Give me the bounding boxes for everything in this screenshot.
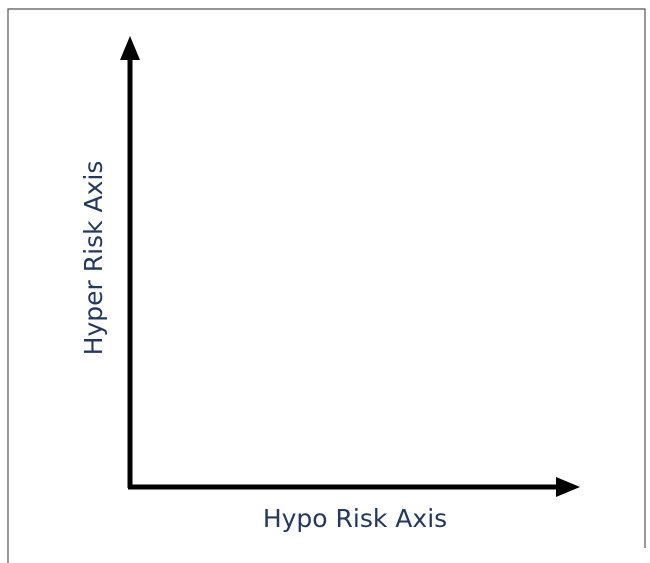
- x-axis-label: Hypo Risk Axis: [263, 504, 447, 533]
- y-axis-arrow: [120, 36, 140, 60]
- x-axis-arrow: [556, 477, 580, 497]
- y-axis-label: Hyper Risk Axis: [79, 161, 108, 356]
- frame: [7, 8, 646, 563]
